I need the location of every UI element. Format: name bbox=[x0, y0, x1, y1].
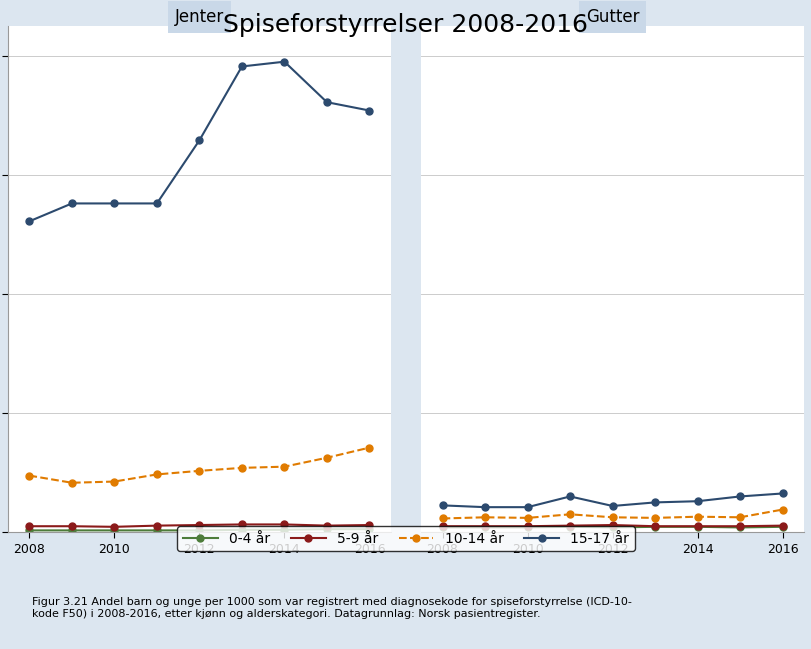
Text: Spiseforstyrrelser 2008-2016: Spiseforstyrrelser 2008-2016 bbox=[223, 13, 588, 37]
Title: Jenter: Jenter bbox=[174, 8, 224, 26]
Legend: 0-4 år, 5-9 år, 10-14 år, 15-17 år: 0-4 år, 5-9 år, 10-14 år, 15-17 år bbox=[178, 526, 633, 551]
Text: Figur 3.21 Andel barn og unge per 1000 som var registrert med diagnosekode for s: Figur 3.21 Andel barn og unge per 1000 s… bbox=[32, 597, 632, 618]
Title: Gutter: Gutter bbox=[585, 8, 638, 26]
